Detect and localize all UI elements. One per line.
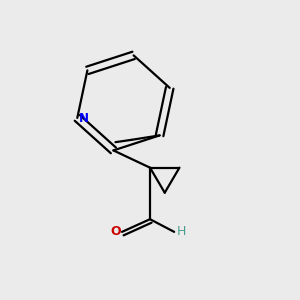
Text: O: O xyxy=(110,225,121,239)
Text: N: N xyxy=(79,112,89,125)
Text: H: H xyxy=(177,225,186,239)
